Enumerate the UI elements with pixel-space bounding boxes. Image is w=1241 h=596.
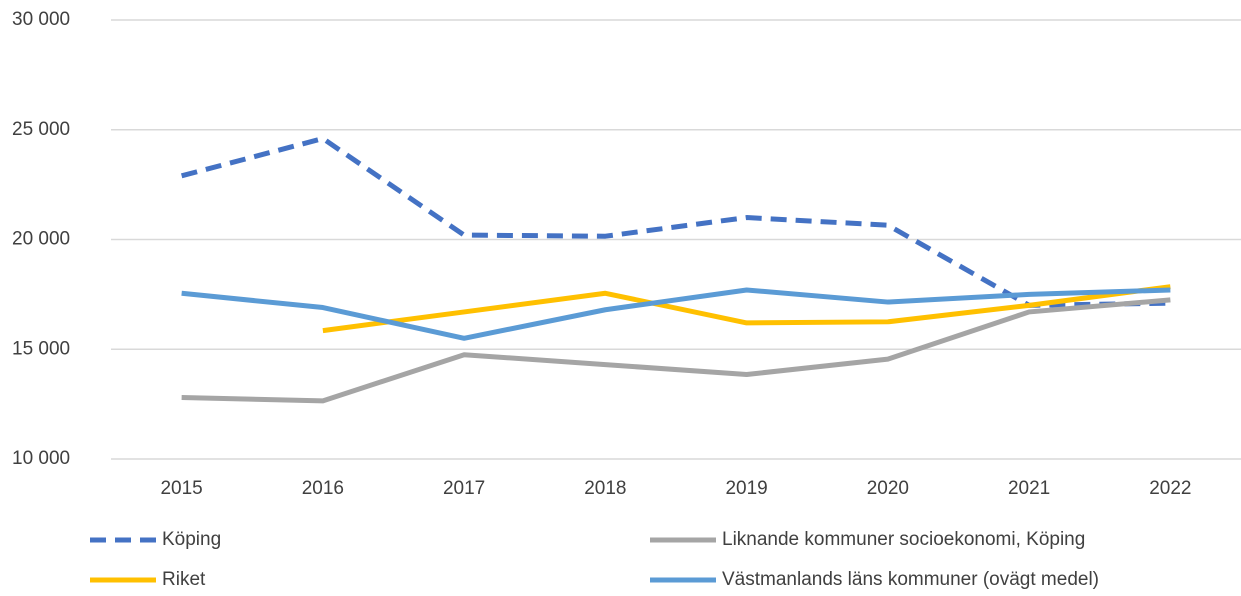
x-tick-label: 2018 (584, 478, 626, 499)
legend-label: Liknande kommuner socioekonomi, Köping (722, 529, 1085, 550)
x-tick-label: 2016 (302, 478, 344, 499)
x-tick-label: 2015 (160, 478, 202, 499)
x-tick-label: 2019 (725, 478, 767, 499)
series-line (181, 297, 1171, 404)
series-line (322, 284, 1171, 334)
y-tick-label: 25 000 (12, 119, 70, 140)
legend-label: Riket (162, 569, 206, 590)
y-tick-label: 30 000 (12, 9, 70, 30)
x-tick-label: 2021 (1008, 478, 1050, 499)
series-line (180, 136, 1171, 308)
y-tick-label: 10 000 (12, 448, 70, 469)
x-tick-label: 2022 (1149, 478, 1191, 499)
x-tick-label: 2017 (443, 478, 485, 499)
series-line (181, 287, 1171, 341)
legend-label: Västmanlands läns kommuner (ovägt medel) (722, 569, 1099, 590)
y-tick-label: 15 000 (12, 338, 70, 359)
legend-label: Köping (162, 529, 221, 550)
x-tick-label: 2020 (867, 478, 909, 499)
y-tick-label: 20 000 (12, 229, 70, 250)
